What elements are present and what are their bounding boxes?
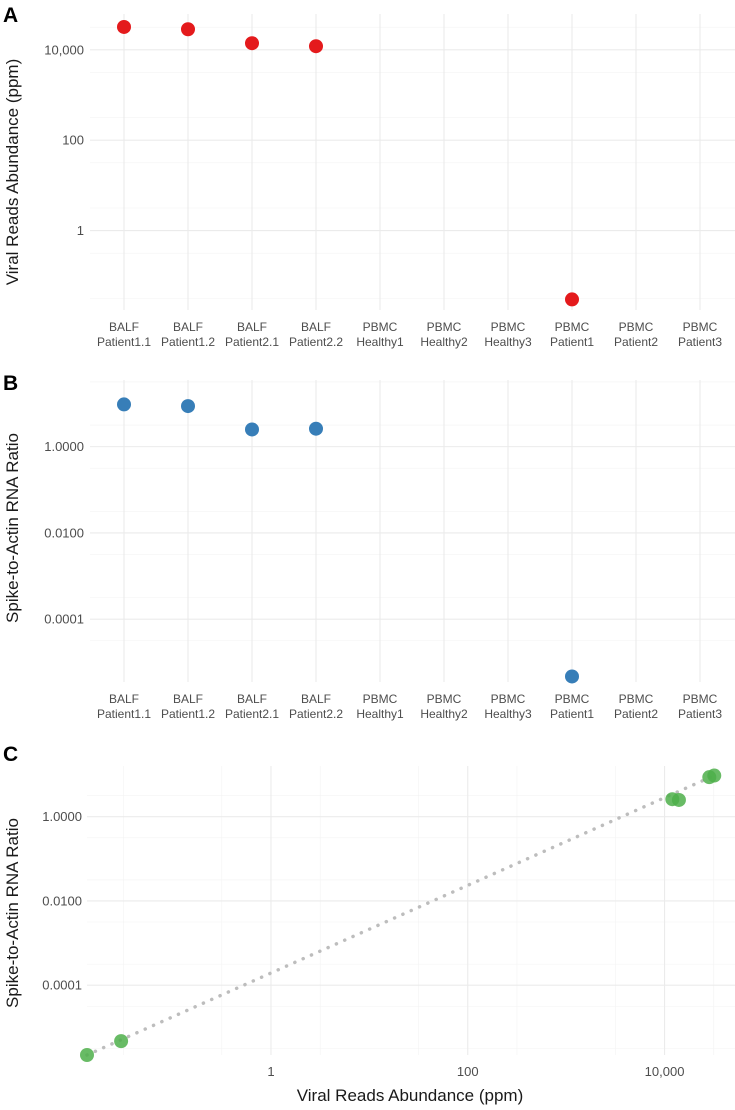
panel-b-point <box>309 421 323 436</box>
panel-b-category-label: PBMC <box>683 692 718 706</box>
panel-c-points <box>80 768 722 1062</box>
panel-b-category-label: Patient2.2 <box>289 707 343 721</box>
panel-b-category-label: Patient1.1 <box>97 707 151 721</box>
panel-a-point <box>309 39 323 54</box>
panel-a-category-label: PBMC <box>363 320 398 334</box>
panel-a-category-label: Patient1.2 <box>161 335 215 349</box>
panel-a-category-label: PBMC <box>555 320 590 334</box>
panel-a-category-label: PBMC <box>491 320 526 334</box>
panel-c-y-axis-title: Spike-to-Actin RNA Ratio <box>3 818 22 1008</box>
panel-a-point <box>565 292 579 307</box>
panel-b-category-label: PBMC <box>363 692 398 706</box>
panel-b-x-categories: BALFPatient1.1BALFPatient1.2BALFPatient2… <box>97 692 722 721</box>
panel-a-category-label: BALF <box>237 320 267 334</box>
panel-b-category-label: BALF <box>237 692 267 706</box>
panel-a-y-tick-label: 1 <box>77 223 84 238</box>
panel-b-grid <box>90 380 735 682</box>
panel-b-category-label: Patient3 <box>678 707 722 721</box>
panel-c-x-tick-label: 1 <box>267 1064 274 1079</box>
panel-c: C 0.0001 0.0100 1.0000 1 100 10,000 Spike-to… <box>3 743 735 1105</box>
panel-a-category-label: BALF <box>109 320 139 334</box>
panel-b-category-label: Patient2.1 <box>225 707 279 721</box>
panel-b-y-tick-label: 1.0000 <box>44 439 84 454</box>
panel-c-point <box>114 1034 129 1049</box>
panel-c-y-tick-label: 0.0001 <box>42 978 82 993</box>
panel-b-y-tick-label: 0.0001 <box>44 612 84 627</box>
panel-a-y-tick-label: 100 <box>62 133 84 148</box>
panel-b-category-label: BALF <box>109 692 139 706</box>
panel-b-category-label: Healthy3 <box>484 707 532 721</box>
panel-b-points <box>117 397 579 684</box>
panel-c-tag: C <box>3 743 18 766</box>
panel-b-category-label: Patient1 <box>550 707 594 721</box>
panel-a-tag: A <box>3 4 18 27</box>
panel-b-category-label: BALF <box>301 692 331 706</box>
panel-a-point <box>181 22 195 37</box>
panel-a-category-label: Healthy2 <box>420 335 468 349</box>
panel-c-x-ticks: 1 100 10,000 <box>267 1064 684 1079</box>
panel-b-y-tick-label: 0.0100 <box>44 525 84 540</box>
panel-a-x-categories: BALFPatient1.1BALFPatient1.2BALFPatient2… <box>97 320 722 349</box>
panel-b-point <box>565 669 579 684</box>
panel-a-category-label: PBMC <box>619 320 654 334</box>
panel-a-category-label: Patient2 <box>614 335 658 349</box>
panel-a-category-label: Patient2.2 <box>289 335 343 349</box>
panel-c-y-ticks: 0.0001 0.0100 1.0000 <box>42 809 82 992</box>
panel-b-category-label: Healthy2 <box>420 707 468 721</box>
panel-a-grid <box>90 14 735 310</box>
panel-c-y-tick-label: 0.0100 <box>42 893 82 908</box>
panel-c-grid <box>87 766 735 1055</box>
panel-b-y-axis-title: Spike-to-Actin RNA Ratio <box>3 433 22 623</box>
panel-b-tag: B <box>3 372 18 395</box>
panel-c-point <box>665 792 680 807</box>
panel-b-category-label: PBMC <box>491 692 526 706</box>
panel-b-category-label: Patient2 <box>614 707 658 721</box>
panel-a-y-ticks: 1 100 10,000 <box>44 42 84 238</box>
panel-a-category-label: BALF <box>173 320 203 334</box>
panel-b-category-label: PBMC <box>619 692 654 706</box>
panel-b-point <box>117 397 131 412</box>
panel-a-category-label: BALF <box>301 320 331 334</box>
panel-c-x-tick-label: 10,000 <box>645 1064 685 1079</box>
panel-b-y-ticks: 0.0001 0.0100 1.0000 <box>44 439 84 627</box>
panel-c-x-tick-label: 100 <box>457 1064 479 1079</box>
panel-b-point <box>181 399 195 414</box>
panel-a-category-label: Patient3 <box>678 335 722 349</box>
panel-b-category-label: BALF <box>173 692 203 706</box>
panel-a-category-label: Healthy1 <box>356 335 404 349</box>
panel-c-point <box>702 770 717 785</box>
panel-a-category-label: Patient2.1 <box>225 335 279 349</box>
panel-a-points <box>117 19 579 307</box>
panel-b-category-label: Healthy1 <box>356 707 404 721</box>
panel-b-point <box>245 422 259 437</box>
panel-a-point <box>117 19 131 34</box>
panel-b-category-label: PBMC <box>427 692 462 706</box>
panel-a-point <box>245 36 259 51</box>
panel-a-category-label: Healthy3 <box>484 335 532 349</box>
panel-a-category-label: Patient1.1 <box>97 335 151 349</box>
panel-b-category-label: Patient1.2 <box>161 707 215 721</box>
panel-a-category-label: Patient1 <box>550 335 594 349</box>
panel-b-category-label: PBMC <box>555 692 590 706</box>
panel-c-x-axis-title: Viral Reads Abundance (ppm) <box>297 1086 524 1105</box>
panel-a-y-axis-title: Viral Reads Abundance (ppm) <box>3 59 22 286</box>
panel-c-trendline-path <box>85 773 717 1057</box>
panel-c-point <box>80 1048 94 1062</box>
panel-a-y-tick-label: 10,000 <box>44 42 84 57</box>
panel-a-category-label: PBMC <box>683 320 718 334</box>
panel-c-y-tick-label: 1.0000 <box>42 809 82 824</box>
panel-c-trendline <box>85 773 717 1057</box>
panel-a-category-label: PBMC <box>427 320 462 334</box>
